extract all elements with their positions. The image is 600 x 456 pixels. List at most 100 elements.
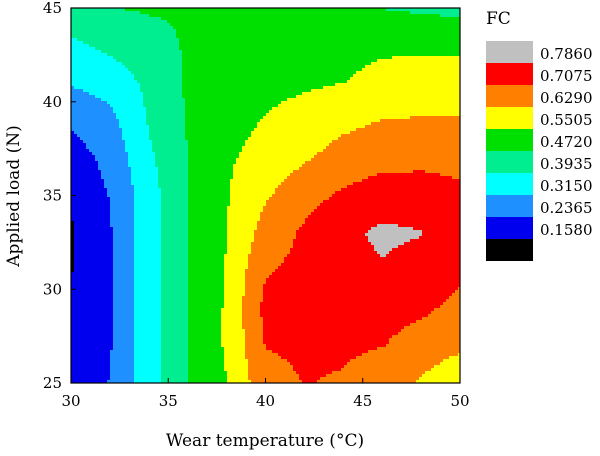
contour-cell bbox=[176, 29, 180, 33]
contour-cell bbox=[188, 98, 192, 102]
contour-cell bbox=[407, 41, 411, 45]
contour-cell bbox=[371, 41, 375, 45]
contour-cell bbox=[200, 62, 204, 66]
contour-cell bbox=[395, 17, 399, 21]
contour-cell bbox=[83, 47, 87, 51]
contour-cell bbox=[209, 62, 213, 66]
contour-cell bbox=[128, 71, 132, 75]
contour-cell bbox=[149, 71, 153, 75]
contour-cell bbox=[293, 74, 297, 78]
contour-cell bbox=[329, 53, 333, 57]
contour-cell bbox=[86, 32, 90, 36]
contour-cell bbox=[152, 101, 156, 105]
contour-cell bbox=[74, 89, 78, 93]
contour-cell bbox=[224, 17, 228, 21]
contour-cell bbox=[452, 86, 456, 90]
contour-cell bbox=[389, 50, 393, 54]
contour-cell bbox=[458, 17, 460, 21]
contour-cell bbox=[410, 47, 414, 51]
contour-cell bbox=[398, 68, 402, 72]
contour-cell bbox=[383, 71, 387, 75]
contour-cell bbox=[200, 107, 204, 111]
contour-cell bbox=[236, 17, 240, 21]
contour-cell bbox=[416, 65, 420, 69]
contour-cell bbox=[80, 26, 84, 30]
contour-cell bbox=[341, 20, 345, 24]
contour-cell bbox=[242, 17, 246, 21]
contour-cell bbox=[437, 98, 441, 102]
contour-cell bbox=[413, 17, 417, 21]
contour-cell bbox=[137, 101, 141, 105]
contour-cell bbox=[206, 71, 210, 75]
contour-cell bbox=[134, 44, 138, 48]
contour-cell bbox=[194, 80, 198, 84]
contour-cell bbox=[323, 71, 327, 75]
contour-cell bbox=[125, 68, 129, 72]
contour-cell bbox=[299, 29, 303, 33]
contour-cell bbox=[77, 38, 81, 42]
contour-cell bbox=[200, 38, 204, 42]
contour-cell bbox=[83, 29, 87, 33]
contour-cell bbox=[128, 59, 132, 63]
contour-cell bbox=[236, 95, 240, 99]
contour-cell bbox=[122, 107, 126, 111]
contour-cell bbox=[98, 71, 102, 75]
contour-cell bbox=[455, 83, 459, 87]
contour-cell bbox=[260, 77, 264, 81]
contour-cell bbox=[404, 110, 408, 114]
contour-cell bbox=[443, 104, 447, 108]
contour-cell bbox=[290, 104, 294, 108]
contour-cell bbox=[377, 29, 381, 33]
contour-cell bbox=[179, 89, 183, 93]
contour-cell bbox=[425, 77, 429, 81]
contour-cell bbox=[158, 32, 162, 36]
contour-cell bbox=[146, 53, 150, 57]
contour-cell bbox=[161, 35, 165, 39]
contour-cell bbox=[170, 41, 174, 45]
contour-cell bbox=[413, 47, 417, 51]
contour-cell bbox=[152, 53, 156, 57]
contour-cell bbox=[197, 86, 201, 90]
contour-cell bbox=[233, 77, 237, 81]
contour-cell bbox=[410, 32, 414, 36]
contour-cell bbox=[230, 68, 234, 72]
contour-cell bbox=[143, 110, 147, 114]
contour-cell bbox=[281, 50, 285, 54]
contour-cell bbox=[458, 32, 460, 36]
contour-cell bbox=[197, 50, 201, 54]
contour-cell bbox=[113, 17, 117, 21]
contour-cell bbox=[389, 77, 393, 81]
contour-cell bbox=[296, 92, 300, 96]
contour-cell bbox=[293, 59, 297, 63]
contour-cell bbox=[266, 116, 270, 120]
contour-cell bbox=[431, 53, 435, 57]
contour-cell bbox=[119, 110, 123, 114]
contour-cell bbox=[92, 107, 96, 111]
contour-cell bbox=[395, 56, 399, 60]
contour-cell bbox=[245, 32, 249, 36]
contour-cell bbox=[254, 95, 258, 99]
contour-cell bbox=[134, 20, 138, 24]
contour-cell bbox=[110, 104, 114, 108]
contour-cell bbox=[89, 113, 93, 117]
contour-cell bbox=[422, 101, 426, 105]
contour-cell bbox=[287, 8, 291, 12]
contour-cell bbox=[344, 77, 348, 81]
contour-cell bbox=[290, 23, 294, 27]
contour-cell bbox=[239, 62, 243, 66]
contour-cell bbox=[329, 29, 333, 33]
contour-cell bbox=[101, 20, 105, 24]
contour-cell bbox=[209, 17, 213, 21]
contour-cell bbox=[446, 56, 450, 60]
contour-cell bbox=[437, 38, 441, 42]
contour-cell bbox=[251, 38, 255, 42]
contour-cell bbox=[80, 119, 84, 123]
contour-cell bbox=[221, 104, 225, 108]
contour-cell bbox=[224, 68, 228, 72]
contour-cell bbox=[77, 119, 81, 123]
contour-cell bbox=[302, 32, 306, 36]
contour-cell bbox=[218, 122, 222, 126]
contour-cell bbox=[101, 44, 105, 48]
contour-cell bbox=[440, 113, 444, 117]
contour-cell bbox=[449, 98, 453, 102]
